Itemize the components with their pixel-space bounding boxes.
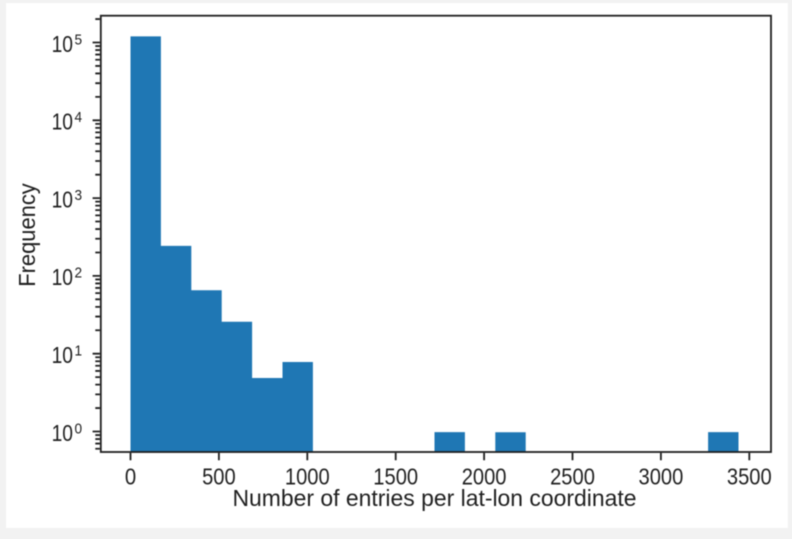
svg-text:0: 0 bbox=[75, 420, 83, 437]
svg-text:10: 10 bbox=[52, 109, 73, 135]
svg-text:10: 10 bbox=[52, 186, 73, 212]
svg-text:5: 5 bbox=[75, 31, 83, 48]
svg-text:4: 4 bbox=[75, 109, 83, 126]
svg-text:3: 3 bbox=[75, 187, 83, 204]
svg-text:10: 10 bbox=[52, 342, 73, 368]
svg-text:2500: 2500 bbox=[550, 464, 595, 490]
svg-text:3000: 3000 bbox=[639, 464, 684, 490]
svg-text:1: 1 bbox=[75, 343, 83, 360]
svg-text:2: 2 bbox=[75, 265, 83, 282]
svg-text:0: 0 bbox=[125, 464, 136, 490]
svg-text:10: 10 bbox=[52, 420, 73, 446]
svg-text:10: 10 bbox=[52, 31, 73, 57]
svg-text:10: 10 bbox=[52, 264, 73, 290]
svg-text:1000: 1000 bbox=[285, 464, 330, 490]
svg-text:Frequency: Frequency bbox=[14, 183, 40, 287]
svg-text:Number of entries per lat-lon: Number of entries per lat-lon coordinate bbox=[233, 485, 637, 511]
svg-text:2000: 2000 bbox=[462, 464, 507, 490]
svg-text:500: 500 bbox=[202, 464, 236, 490]
svg-text:3500: 3500 bbox=[727, 464, 772, 490]
svg-text:1500: 1500 bbox=[373, 464, 418, 490]
